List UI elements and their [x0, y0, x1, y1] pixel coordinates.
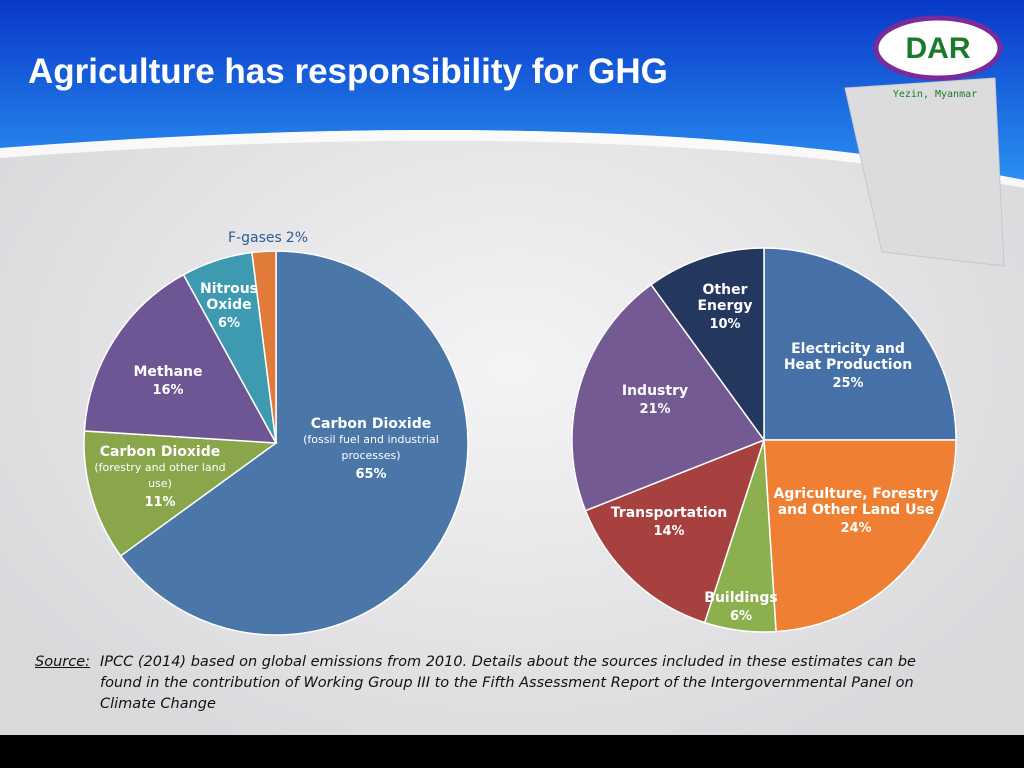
value-label: 14% [653, 524, 685, 539]
header-wave [0, 130, 1024, 188]
value-label: 21% [639, 402, 671, 417]
value-label: 10% [709, 317, 741, 332]
logo-text: DAR [906, 32, 971, 65]
category-label: Carbon Dioxide [99, 444, 221, 460]
category-note: (forestry and other land use) [94, 461, 226, 490]
pie-slice [251, 250, 277, 444]
slice-label: Electricity and Heat Production 25% [773, 341, 923, 392]
source: Source: IPCC (2014) based on global emis… [35, 652, 960, 715]
pie-slice [571, 283, 766, 512]
slice-label: Buildings 6% [701, 590, 781, 625]
pie-slice [763, 439, 957, 633]
logo-caption: Yezin, Myanmar [893, 89, 977, 100]
paper-curl [844, 77, 1005, 267]
slice-label: Methane 16% [123, 364, 213, 399]
value-label: 11% [144, 495, 176, 510]
value-label: 24% [840, 521, 872, 536]
footer-band [0, 735, 1024, 768]
category-label: Nitrous Oxide [199, 281, 259, 313]
pie-slice [119, 250, 469, 636]
value-label: 6% [729, 609, 753, 624]
category-label: Methane [133, 364, 203, 380]
source-text: IPCC (2014) based on global emissions fr… [100, 654, 916, 712]
pie-slice [763, 247, 957, 441]
logo-ring [873, 15, 1003, 81]
value-label: 16% [152, 383, 184, 398]
slice-label: Industry 21% [610, 383, 700, 418]
slice-label: Agriculture, Forestry and Other Land Use… [771, 486, 941, 537]
category-label: Carbon Dioxide [310, 416, 432, 432]
category-label: F-gases [228, 230, 282, 246]
slice-label: Other Energy 10% [690, 282, 760, 333]
header-band [0, 0, 1024, 180]
value-label: 25% [832, 376, 864, 391]
slice-label: Nitrous Oxide 6% [194, 281, 264, 332]
category-label: Electricity and Heat Production [783, 341, 913, 373]
category-note: (fossil fuel and industrial processes) [303, 433, 439, 462]
pie-slice [650, 247, 765, 443]
pie-slice [584, 438, 766, 624]
value-label: 65% [355, 467, 387, 482]
value-label: 2% [285, 230, 308, 246]
slice-label: Transportation 14% [604, 505, 734, 540]
slice-label: Carbon Dioxide (forestry and other land u… [90, 444, 230, 511]
pie-slice [83, 273, 278, 444]
pie-slice [83, 430, 279, 557]
slice-label: F-gases 2% [208, 229, 328, 246]
source-label: Source: [35, 654, 91, 670]
category-label: Buildings [704, 590, 778, 606]
category-label: Agriculture, Forestry and Other Land Use [773, 486, 939, 518]
value-label: 6% [217, 316, 241, 331]
pies [83, 247, 957, 636]
category-label: Other Energy [697, 282, 753, 314]
slice-label: Carbon Dioxide (fossil fuel and industria… [286, 416, 456, 483]
category-label: Industry [621, 383, 689, 399]
category-label: Transportation [610, 505, 728, 521]
slide-title: Agriculture has responsibility for GHG [28, 52, 668, 91]
